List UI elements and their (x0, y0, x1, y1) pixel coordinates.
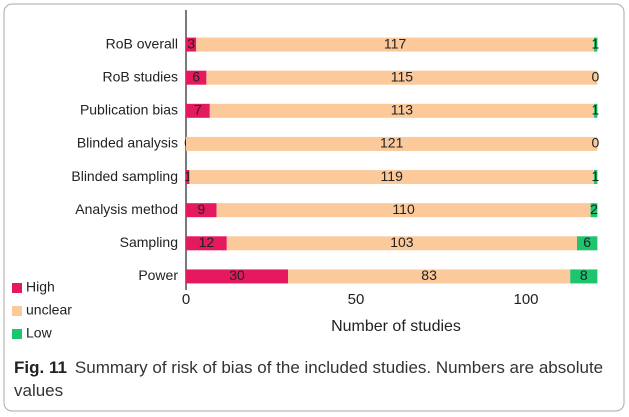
data-label: 6 (192, 68, 200, 84)
bar-segment (590, 203, 598, 218)
frame (3, 3, 625, 412)
bar-segment (594, 170, 598, 185)
bar-segment (216, 203, 591, 218)
y-tick-label: Power (138, 267, 178, 283)
caption: Fig. 11 Summary of risk of bias of the in… (14, 356, 618, 402)
y-tick-label: Publication bias (80, 102, 178, 118)
data-label: 119 (381, 168, 404, 184)
data-label: 121 (380, 135, 404, 151)
y-tick-label: Analysis method (75, 201, 178, 217)
data-label: 83 (421, 267, 437, 283)
data-label: 117 (384, 35, 407, 51)
x-tick-label: 0 (182, 291, 190, 308)
legend-swatch (12, 306, 22, 316)
data-label: 9 (197, 201, 205, 217)
bar-segment (186, 170, 190, 185)
data-label: 113 (391, 102, 414, 118)
x-tick-label: 50 (348, 291, 365, 308)
data-label: 1 (592, 168, 600, 184)
data-label: 12 (199, 234, 215, 250)
bar-segment (594, 103, 598, 118)
y-tick-label: Sampling (120, 234, 178, 250)
bar-segment (206, 70, 598, 85)
y-tick-label: RoB overall (106, 35, 178, 51)
legend-label: High (26, 279, 55, 295)
data-label: 1 (592, 102, 600, 118)
legend-swatch (12, 283, 22, 293)
bar-segment (186, 203, 217, 218)
data-label: 1 (592, 35, 600, 51)
bar-segment (577, 236, 598, 251)
data-label: 6 (583, 234, 591, 250)
data-label: 103 (390, 234, 414, 250)
data-label: 7 (194, 102, 202, 118)
bar-segment (186, 103, 210, 118)
data-label: 0 (592, 68, 600, 84)
y-tick-label: RoB studies (103, 68, 178, 84)
x-axis-label: Number of studies (331, 318, 461, 335)
legend-swatch (12, 329, 22, 339)
bar-segment (226, 236, 578, 251)
bar-segment (186, 269, 288, 284)
x-tick-label: 100 (513, 291, 538, 308)
data-label: 3 (187, 35, 195, 51)
data-label: 110 (392, 201, 415, 217)
bar-segment (288, 269, 571, 284)
caption-label: Fig. 11 (14, 358, 67, 377)
bar-segment (570, 269, 598, 284)
data-label: 8 (580, 267, 588, 283)
bar-segment (186, 236, 227, 251)
data-label: 0 (592, 135, 600, 151)
bar-segment (196, 37, 594, 52)
bar-segment (186, 37, 197, 52)
bar-segment (186, 136, 598, 151)
y-tick-label: Blinded analysis (77, 135, 178, 151)
data-label: 30 (229, 267, 245, 283)
bar-segment (594, 37, 598, 52)
legend-label: Low (26, 325, 53, 341)
caption-text: Summary of risk of bias of the included … (14, 358, 604, 400)
bar-segment (209, 103, 595, 118)
bar-segment (186, 70, 207, 85)
data-label: 1 (184, 168, 192, 184)
data-label: 115 (391, 68, 414, 84)
data-label: 2 (590, 201, 598, 217)
bar-segment (189, 170, 594, 185)
legend-label: unclear (26, 302, 72, 318)
y-tick-label: Blinded sampling (71, 168, 178, 184)
